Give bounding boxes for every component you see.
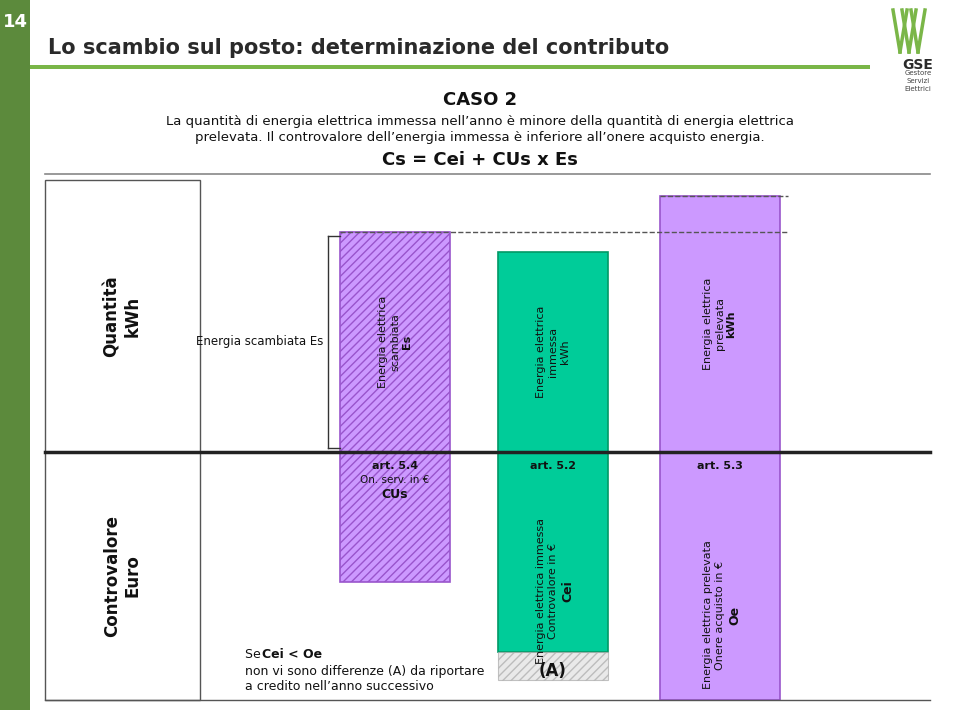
- Bar: [498, 652, 608, 680]
- Text: Energia elettrica prelevata
Onere acquisto in €: Energia elettrica prelevata Onere acquis…: [704, 540, 736, 689]
- Text: art. 5.4: art. 5.4: [372, 461, 418, 471]
- Bar: [45, 180, 200, 452]
- Text: CASO 2: CASO 2: [443, 91, 517, 109]
- Bar: [660, 196, 780, 452]
- Text: Es: Es: [378, 307, 412, 377]
- Text: Energia scambiata Es: Energia scambiata Es: [196, 336, 323, 349]
- Bar: [498, 252, 608, 452]
- Text: La quantità di energia elettrica immessa nell’anno è minore della quantità di en: La quantità di energia elettrica immessa…: [166, 116, 794, 129]
- Text: 14: 14: [3, 13, 28, 31]
- Text: CUs: CUs: [382, 488, 408, 501]
- Text: non vi sono differenze (A) da riportare: non vi sono differenze (A) da riportare: [245, 665, 485, 677]
- Text: Se: Se: [245, 648, 265, 662]
- Text: Lo scambio sul posto: determinazione del contributo: Lo scambio sul posto: determinazione del…: [48, 38, 669, 58]
- Text: Energia elettrica
prelevata: Energia elettrica prelevata: [704, 278, 736, 370]
- Text: Energia elettrica
immessa
kWh: Energia elettrica immessa kWh: [537, 306, 569, 398]
- Bar: [45, 452, 200, 700]
- Text: Energia elettrica immessa
Controvalore in €: Energia elettrica immessa Controvalore i…: [537, 518, 569, 664]
- Text: a credito nell’anno successivo: a credito nell’anno successivo: [245, 680, 434, 694]
- Bar: [340, 232, 450, 452]
- Text: Quantità
kWh: Quantità kWh: [103, 275, 142, 357]
- Bar: [30, 65, 870, 69]
- Text: GSE: GSE: [902, 58, 933, 72]
- Text: kWh: kWh: [704, 289, 736, 359]
- Text: art. 5.3: art. 5.3: [697, 461, 743, 471]
- Text: On. serv. in €: On. serv. in €: [360, 475, 430, 485]
- Text: Controvalore
Euro: Controvalore Euro: [103, 515, 142, 637]
- Text: Cs = Cei + CUs x Es: Cs = Cei + CUs x Es: [382, 151, 578, 169]
- Text: Gestore
Servizi
Elettrici: Gestore Servizi Elettrici: [904, 70, 931, 92]
- Bar: [340, 452, 450, 582]
- Text: Energia elettrica
scambiata: Energia elettrica scambiata: [378, 296, 412, 388]
- Text: (A): (A): [540, 662, 567, 680]
- Text: Cei < Oe: Cei < Oe: [262, 648, 323, 662]
- Text: Cei: Cei: [532, 538, 574, 643]
- Bar: [0, 0, 30, 710]
- Text: prelevata. Il controvalore dell’energia immessa è inferiore all’onere acquisto e: prelevata. Il controvalore dell’energia …: [195, 131, 765, 145]
- Bar: [498, 452, 608, 652]
- Text: Oe: Oe: [699, 562, 741, 667]
- Bar: [660, 452, 780, 700]
- Text: art. 5.2: art. 5.2: [530, 461, 576, 471]
